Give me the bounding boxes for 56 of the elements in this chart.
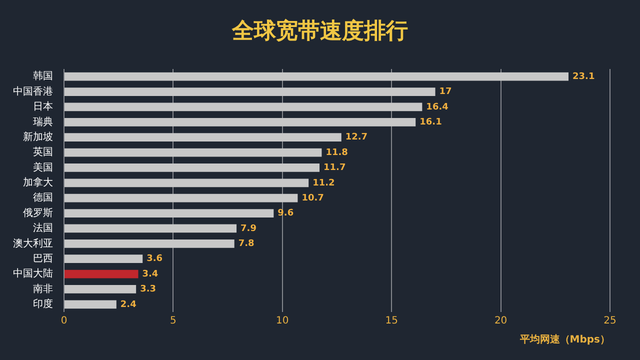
bar xyxy=(64,148,322,157)
y-tick-label: 澳大利亚 xyxy=(13,237,53,250)
bar xyxy=(64,270,138,278)
bar xyxy=(64,209,274,218)
data-label: 2.4 xyxy=(120,300,136,310)
bar xyxy=(64,239,234,248)
bar xyxy=(64,102,422,112)
y-tick-label: 英国 xyxy=(33,146,53,158)
data-label: 3.6 xyxy=(146,254,163,264)
bar xyxy=(64,88,436,96)
data-label: 9.6 xyxy=(278,208,294,219)
bar xyxy=(64,254,143,264)
data-label: 11.7 xyxy=(324,163,346,174)
data-label: 10.7 xyxy=(302,193,324,204)
bar xyxy=(64,164,320,172)
data-label: 17 xyxy=(439,87,452,98)
y-tick-label: 德国 xyxy=(33,192,53,204)
chart-title: 全球宽带速度排行 xyxy=(230,18,409,46)
data-label: 23.1 xyxy=(572,72,595,82)
x-tick-label: 0 xyxy=(60,316,68,327)
y-tick-label: 瑞典 xyxy=(33,116,53,128)
data-label: 3.3 xyxy=(140,284,156,295)
y-tick-label: 法国 xyxy=(33,222,53,234)
data-label: 3.4 xyxy=(142,269,158,280)
bar xyxy=(64,72,569,81)
y-tick-label: 南非 xyxy=(33,282,53,295)
y-tick-label: 俄罗斯 xyxy=(23,206,53,219)
bar xyxy=(64,194,298,202)
x-tick-label: 20 xyxy=(494,316,508,327)
bar xyxy=(64,118,416,126)
y-tick-label: 韩国 xyxy=(33,70,53,82)
y-tick-label: 美国 xyxy=(33,161,53,174)
x-axis-title: 平均网速（Mbps） xyxy=(518,334,610,346)
y-tick-label: 新加坡 xyxy=(23,130,53,143)
y-tick-label: 加拿大 xyxy=(23,176,53,188)
data-label: 12.7 xyxy=(345,132,368,143)
x-tick-label: 25 xyxy=(604,316,616,327)
x-tick-label: 5 xyxy=(170,316,176,327)
bar xyxy=(64,300,116,309)
y-tick-label: 中国大陆 xyxy=(13,268,53,280)
y-tick-label: 印度 xyxy=(33,298,53,310)
data-label: 11.8 xyxy=(326,148,348,158)
data-label: 7.8 xyxy=(238,239,254,249)
data-label: 11.2 xyxy=(312,178,335,188)
bar xyxy=(64,133,342,142)
data-label: 16.1 xyxy=(420,118,442,128)
bar xyxy=(64,224,237,233)
bar xyxy=(64,178,309,188)
y-tick-label: 巴西 xyxy=(33,253,53,264)
data-label: 7.9 xyxy=(240,224,256,234)
y-tick-label: 中国香港 xyxy=(13,85,53,98)
bar xyxy=(64,285,136,294)
x-tick-label: 10 xyxy=(276,316,289,327)
data-label: 16.4 xyxy=(426,102,448,112)
x-tick-label: 15 xyxy=(385,316,398,327)
y-tick-label: 日本 xyxy=(33,100,53,113)
